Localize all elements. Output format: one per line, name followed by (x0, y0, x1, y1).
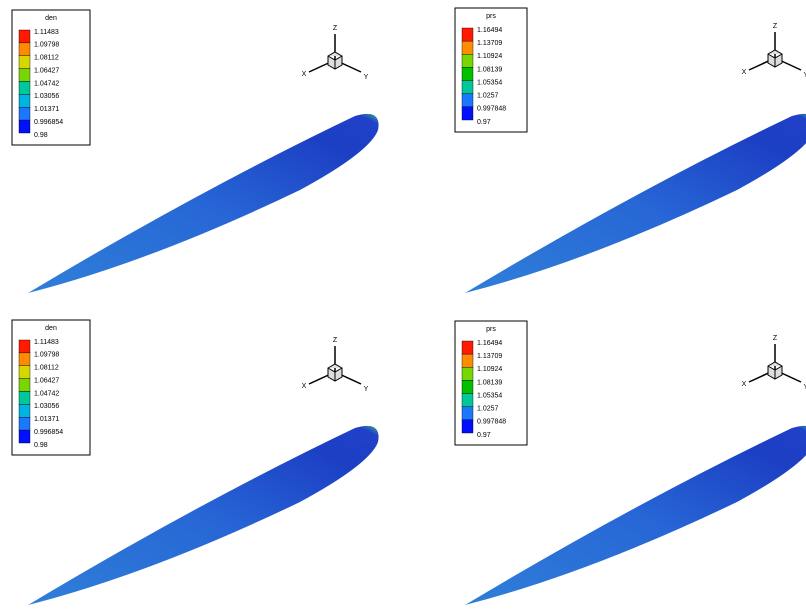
legend-label: 1.09798 (34, 42, 59, 49)
panel: prs 1.16494 1.13709 1.10924 1.08139 1.05354 1.… (454, 7, 806, 293)
legend-label: 1.08139 (477, 379, 502, 386)
colorbar-bin (18, 29, 31, 44)
colorbar-bin (18, 119, 31, 134)
legend-label: 1.04742 (34, 390, 59, 397)
colorbar-bin (18, 365, 31, 379)
legend-label: 1.06427 (34, 67, 59, 74)
colorbar-bin (18, 68, 31, 82)
legend-label: 1.0257 (477, 406, 499, 413)
legend-label: 1.09798 (34, 352, 59, 359)
body-surface (465, 425, 806, 605)
legend-label: 1.08139 (477, 66, 502, 73)
colorbar-bin (18, 339, 31, 354)
colorbar-bin (18, 391, 31, 405)
legend-label: 1.05354 (477, 392, 502, 399)
legend-label: 1.01371 (34, 416, 59, 423)
colorbar-bin (461, 54, 474, 68)
panel: den 1.11483 1.09798 1.08112 1.06427 1.04742 1.… (11, 9, 379, 293)
panel: den 1.11483 1.09798 1.08112 1.06427 1.04742 1.… (11, 319, 379, 605)
legend-label: 1.13709 (477, 353, 502, 360)
axis-cube (327, 51, 343, 70)
body-surface (28, 113, 379, 293)
legend-label: 1.01371 (34, 106, 59, 113)
axis-label: Z (333, 25, 338, 32)
legend-label: 1.04742 (34, 80, 59, 87)
colorbar-bin (18, 378, 31, 392)
colorbar-bin (461, 93, 474, 108)
axis-label: Z (773, 23, 778, 30)
legend-label: 0.97 (477, 432, 491, 439)
legend-label: 1.0257 (477, 93, 499, 100)
axis-label: Z (773, 335, 778, 342)
legend-title: den (45, 325, 57, 332)
panel: prs 1.16494 1.13709 1.10924 1.08139 1.05354 1.… (454, 320, 806, 605)
legend-title: den (45, 15, 57, 22)
colorbar-bin (461, 393, 474, 407)
legend-label: 1.11483 (34, 339, 59, 346)
colorbar-bin (461, 353, 474, 368)
colorbar-bin (18, 107, 31, 121)
legend-label: 1.08112 (34, 365, 59, 372)
axis-label: X (302, 383, 307, 390)
axis-label: Y (364, 74, 369, 81)
legend-label: 1.11483 (34, 29, 59, 36)
legend-label: 1.13709 (477, 40, 502, 47)
colorbar-bin (18, 81, 31, 95)
colorbar-bin (18, 417, 31, 431)
legend-label: 0.98 (34, 132, 48, 139)
legend-label: 0.996854 (34, 119, 63, 126)
legend-label: 1.08112 (34, 55, 59, 62)
axis-label: Y (804, 72, 806, 79)
legend-label: 0.996854 (34, 429, 63, 436)
colorbar-bin (18, 429, 31, 444)
axis-cube (767, 361, 783, 380)
axis-label: Y (364, 386, 369, 393)
colorbar-bin (461, 419, 474, 434)
colorbar-bin (461, 380, 474, 394)
colorbar-bin (461, 27, 474, 42)
axis-label: Z (333, 337, 338, 344)
body-surface (28, 425, 379, 605)
legend-label: 1.03056 (34, 403, 59, 410)
legend-title: prs (486, 13, 496, 20)
colorbar-bin (461, 406, 474, 421)
axis-label: X (742, 69, 747, 76)
colorbar-bin (18, 55, 31, 69)
colorbar-bin (18, 42, 31, 56)
axis-label: X (302, 71, 307, 78)
colorbar-bin (461, 80, 474, 94)
legend-label: 0.98 (34, 442, 48, 449)
legend-label: 1.10924 (477, 366, 502, 373)
axis-cube (327, 363, 343, 382)
colorbar-bin (461, 367, 474, 381)
colorbar-bin (18, 352, 31, 366)
legend-label: 0.997848 (477, 419, 506, 426)
legend-title: prs (486, 326, 496, 333)
legend-label: 1.10924 (477, 53, 502, 60)
legend-label: 1.16494 (477, 340, 502, 347)
legend-label: 0.997848 (477, 106, 506, 113)
legend-label: 1.16494 (477, 27, 502, 34)
colorbar-bin (461, 40, 474, 55)
axis-label: Y (804, 384, 806, 391)
colorbar-bin (461, 67, 474, 81)
axis-cube (767, 49, 783, 68)
colorbar-bin (461, 106, 474, 121)
legend-label: 0.97 (477, 119, 491, 126)
axis-label: X (742, 381, 747, 388)
legend-label: 1.05354 (477, 79, 502, 86)
legend-label: 1.06427 (34, 377, 59, 384)
colorbar-bin (18, 94, 31, 108)
legend-label: 1.03056 (34, 93, 59, 100)
body-surface (465, 113, 806, 293)
colorbar-bin (461, 340, 474, 355)
colorbar-bin (18, 404, 31, 418)
